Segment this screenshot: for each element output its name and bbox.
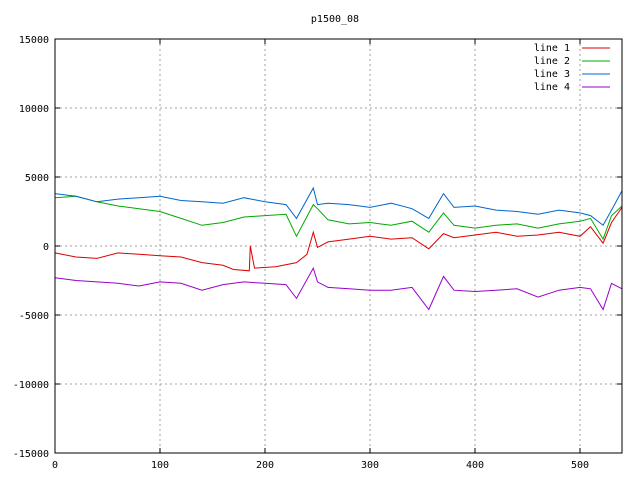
x-tick-label: 300 (361, 460, 379, 471)
y-tick-label: -5000 (19, 311, 49, 322)
legend-label: line 4 (534, 82, 570, 93)
y-tick-label: 0 (43, 242, 49, 253)
series-line-4 (54, 266, 623, 311)
y-tick-label: -10000 (13, 380, 49, 391)
y-tick-label: 15000 (19, 35, 49, 46)
chart-title: p1500_08 (311, 14, 359, 25)
legend-label: line 1 (534, 43, 570, 54)
legend-label: line 3 (534, 69, 570, 80)
x-tick-label: 200 (256, 460, 274, 471)
series-line-2 (54, 195, 623, 241)
x-axis-ticks: 0 100 200 300 400 500 (52, 39, 589, 471)
series-line-1 (54, 207, 623, 272)
x-tick-label: 100 (151, 460, 169, 471)
series-line-3 (54, 186, 623, 227)
x-tick-label: 500 (571, 460, 589, 471)
grid (55, 39, 622, 453)
x-tick-label: 0 (52, 460, 58, 471)
legend: line 1 line 2 line 3 line 4 (534, 43, 610, 93)
y-tick-label: 10000 (19, 104, 49, 115)
x-tick-label: 400 (466, 460, 484, 471)
plot-lines (54, 186, 623, 311)
legend-label: line 2 (534, 56, 570, 67)
y-tick-label: 5000 (25, 173, 49, 184)
y-axis-ticks: -15000 -10000 -5000 0 5000 10000 15000 (13, 35, 622, 460)
y-tick-label: -15000 (13, 449, 49, 460)
